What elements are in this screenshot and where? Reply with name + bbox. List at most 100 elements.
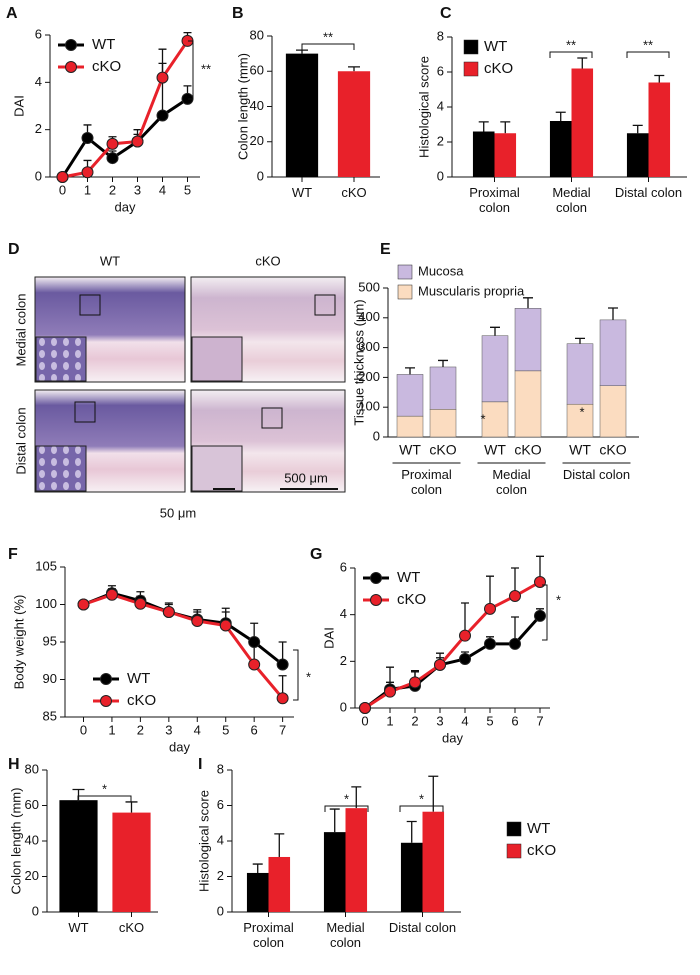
y-tick-label: 100 (35, 596, 57, 611)
x-tick-label: 4 (194, 722, 201, 737)
group-label: Proximal colon (401, 467, 452, 497)
y-tick-label: 40 (250, 98, 264, 113)
bar (345, 808, 368, 912)
point (106, 137, 119, 150)
panel-label: C (440, 5, 452, 22)
point (134, 597, 147, 610)
legend-label: cKO (92, 58, 121, 75)
legend-marker (370, 572, 382, 584)
legend-label: Mucosa (418, 263, 464, 278)
y-tick-label: 2 (437, 133, 444, 148)
legend-swatch (397, 264, 413, 280)
point (105, 588, 118, 601)
y-tick-label: 0 (437, 168, 444, 183)
point (409, 676, 421, 689)
x-tick-label: 4 (159, 182, 166, 197)
point (509, 590, 521, 602)
point (434, 658, 446, 671)
x-tick-label: 5 (222, 722, 229, 737)
panel-label: I (198, 756, 202, 773)
error-bar (351, 786, 362, 809)
bar (472, 131, 495, 177)
legend-swatch (463, 61, 479, 77)
x-tick-label: 6 (511, 713, 518, 728)
inset (191, 336, 243, 382)
x-tick-label: WT (291, 185, 313, 200)
legend-label: cKO (527, 842, 556, 859)
legend-swatch (463, 39, 479, 55)
legend-label: cKO (127, 692, 156, 709)
x-tick-label: cKO (118, 920, 145, 935)
x-tick-label: 1 (108, 722, 115, 737)
x-tick-label: 3 (134, 182, 141, 197)
column-label: cKO (255, 253, 280, 268)
bar-segment (481, 335, 509, 403)
legend-marker (65, 61, 77, 73)
error-bar (125, 801, 138, 813)
roi-box (74, 401, 96, 423)
roi-box (261, 407, 283, 429)
y-tick-label: 0 (257, 168, 264, 183)
significance-bracket (542, 584, 548, 641)
legend-marker (370, 594, 382, 606)
legend-label: WT (127, 670, 150, 687)
group-label: Medial colon (492, 467, 531, 497)
panel-label: H (8, 756, 20, 773)
y-tick-label: 8 (437, 28, 444, 43)
bar (648, 82, 671, 177)
x-axis-label: day (442, 730, 463, 745)
significance-label: * (306, 669, 311, 684)
point (248, 636, 261, 648)
x-tick-label: 5 (486, 713, 493, 728)
y-tick-label: 0 (217, 903, 224, 918)
significance-bracket (324, 805, 369, 812)
point (509, 637, 521, 650)
y-tick-label: 85 (43, 708, 57, 723)
group-label: Distal colon (562, 467, 631, 482)
point (276, 658, 289, 671)
point (459, 629, 471, 642)
y-tick-label: 4 (340, 606, 347, 621)
legend-label: WT (92, 36, 115, 53)
bar (323, 832, 346, 912)
panel-label: A (6, 5, 18, 22)
point (56, 171, 69, 183)
bar-segment (599, 319, 627, 386)
x-tick-label: cKO (429, 442, 456, 458)
series-line (62, 40, 189, 179)
x-tick-label: 1 (84, 182, 91, 197)
x-tick-label: 4 (461, 713, 468, 728)
y-axis-label: Histological score (416, 56, 431, 158)
legend-label: cKO (397, 591, 426, 608)
bar (246, 872, 269, 912)
y-tick-label: 6 (217, 797, 224, 812)
error-bar (608, 307, 618, 320)
significance-label: * (480, 411, 485, 426)
legend-swatch (506, 843, 522, 859)
x-tick-label: 2 (411, 713, 418, 728)
x-tick-label: WT (68, 920, 89, 935)
y-tick-label: 200 (358, 369, 380, 384)
y-tick-label: 6 (437, 63, 444, 78)
panel-label: G (310, 546, 322, 563)
y-tick-label: 90 (43, 671, 57, 686)
point (191, 615, 204, 627)
legend-swatch (506, 821, 522, 837)
significance-bracket (188, 40, 194, 100)
y-tick-label: 8 (217, 761, 224, 776)
x-tick-label: 6 (251, 722, 258, 737)
panel-label: B (232, 5, 244, 22)
bar (268, 856, 291, 912)
point (484, 602, 496, 615)
significance-bracket (301, 43, 355, 50)
bar (422, 811, 445, 912)
bar (494, 133, 517, 177)
significance-label: ** (323, 29, 333, 44)
x-tick-label: Proximal colon (243, 920, 294, 950)
bar (571, 68, 594, 177)
point (106, 152, 119, 165)
series-line (82, 591, 284, 666)
point (131, 135, 144, 148)
